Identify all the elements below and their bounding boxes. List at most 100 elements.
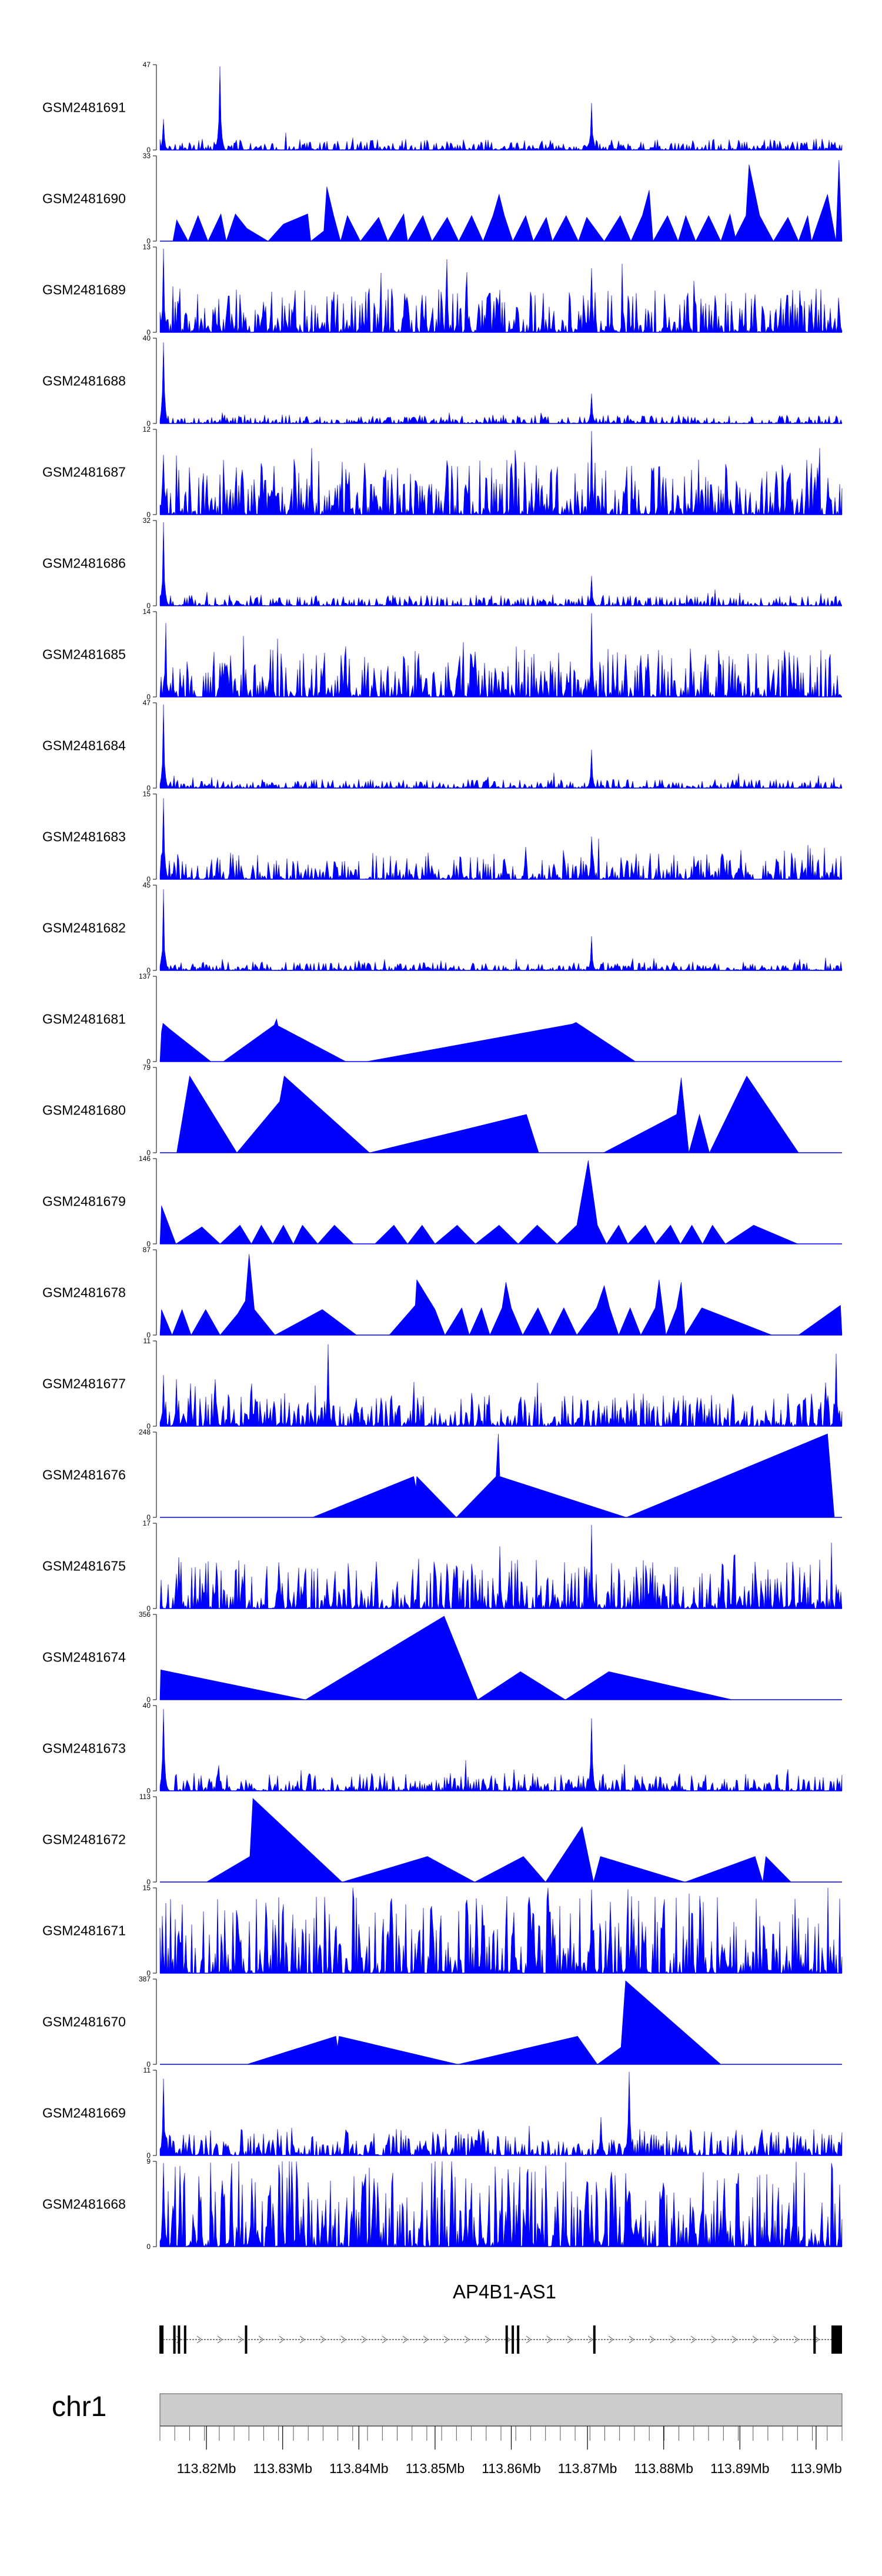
track-GSM2481686: GSM2481686 32 0 xyxy=(42,516,843,610)
sample-label: GSM2481676 xyxy=(42,1467,126,1483)
genome-axis: chr1 113.82Mb 113.83Mb 113.84Mb 113.85Mb 113… xyxy=(52,2391,843,2476)
sample-label: GSM2481680 xyxy=(42,1103,126,1118)
strand-arrow xyxy=(587,2335,593,2344)
y-axis-min-label: 0 xyxy=(146,1696,151,1704)
y-axis-max-label: 146 xyxy=(139,1154,151,1163)
y-axis-min-label: 0 xyxy=(146,875,151,883)
sample-label: GSM2481686 xyxy=(42,556,126,571)
gene-name-label: AP4B1-AS1 xyxy=(453,2281,556,2303)
exon xyxy=(245,2325,248,2354)
signal-area xyxy=(159,248,843,333)
exon xyxy=(178,2325,181,2354)
sample-label: GSM2481681 xyxy=(42,1012,126,1027)
y-axis-min-label: 0 xyxy=(146,1240,151,1248)
strand-arrow xyxy=(649,2335,655,2344)
signal-area xyxy=(159,1887,843,1974)
strand-arrow xyxy=(402,2335,408,2344)
strand-arrow xyxy=(299,2335,305,2344)
y-axis-min-label: 0 xyxy=(146,1604,151,1613)
track-GSM2481679: GSM2481679 146 0 xyxy=(42,1154,842,1248)
track-GSM2481670: GSM2481670 387 0 xyxy=(42,1975,842,2068)
y-axis-min-label: 0 xyxy=(146,1422,151,1430)
y-axis-max-label: 32 xyxy=(143,516,151,525)
track-GSM2481676: GSM2481676 248 0 xyxy=(42,1428,842,1521)
strand-arrow xyxy=(423,2335,429,2344)
y-axis-max-label: 15 xyxy=(143,1884,151,1892)
strand-arrow xyxy=(485,2335,490,2344)
sample-label: GSM2481687 xyxy=(42,465,126,480)
y-axis-max-label: 15 xyxy=(143,790,151,798)
signal-area xyxy=(160,1075,842,1153)
strand-arrow xyxy=(567,2335,573,2344)
y-axis-max-label: 11 xyxy=(143,2066,151,2074)
strand-arrow xyxy=(279,2335,285,2344)
sample-label: GSM2481685 xyxy=(42,647,126,662)
signal-area xyxy=(160,1798,842,1883)
sample-label: GSM2481688 xyxy=(42,373,126,389)
tick-label: 113.9Mb xyxy=(790,2461,842,2476)
tick-label: 113.89Mb xyxy=(710,2461,770,2476)
y-axis-max-label: 12 xyxy=(143,425,151,433)
sample-label: GSM2481669 xyxy=(42,2105,126,2121)
exon xyxy=(159,2325,164,2354)
strand-arrow xyxy=(238,2335,243,2344)
track-GSM2481688: GSM2481688 40 0 xyxy=(42,334,843,428)
strand-arrow xyxy=(217,2335,223,2344)
y-axis-min-label: 0 xyxy=(146,2060,151,2068)
sample-label: GSM2481690 xyxy=(42,191,126,206)
tick-label: 113.88Mb xyxy=(634,2461,693,2476)
strand-arrow xyxy=(361,2335,367,2344)
sample-label: GSM2481677 xyxy=(42,1376,126,1392)
y-axis-max-label: 47 xyxy=(143,699,151,707)
track-GSM2481671: GSM2481671 15 0 xyxy=(42,1884,843,1977)
y-axis-min-label: 0 xyxy=(146,237,151,245)
sample-label: GSM2481668 xyxy=(42,2197,126,2212)
chromosome-ideogram xyxy=(159,2393,843,2427)
exon xyxy=(593,2325,596,2354)
strand-arrow xyxy=(752,2335,758,2344)
y-axis-min-label: 0 xyxy=(146,693,151,701)
track-GSM2481677: GSM2481677 11 0 xyxy=(42,1337,843,1430)
sample-label: GSM2481682 xyxy=(42,920,126,936)
sample-label: GSM2481689 xyxy=(42,282,126,298)
signal-area xyxy=(159,2161,843,2247)
strand-arrow xyxy=(608,2335,614,2344)
sample-label: GSM2481671 xyxy=(42,1923,126,1938)
y-axis-max-label: 17 xyxy=(143,1519,151,1527)
strand-arrow xyxy=(340,2335,346,2344)
y-axis-max-label: 87 xyxy=(143,1246,151,1254)
sample-label: GSM2481675 xyxy=(42,1559,126,1574)
strand-arrow xyxy=(320,2335,326,2344)
strand-arrow xyxy=(546,2335,552,2344)
track-GSM2481682: GSM2481682 45 0 xyxy=(42,881,843,975)
y-axis-max-label: 79 xyxy=(143,1063,151,1072)
chromosome-label: chr1 xyxy=(52,2391,106,2422)
y-axis-min-label: 0 xyxy=(146,1057,151,1066)
axis-ticks: 113.82Mb 113.83Mb 113.84Mb 113.85Mb 113.86Mb… xyxy=(159,2425,843,2476)
signal-area xyxy=(159,66,843,151)
signal-area xyxy=(159,1254,843,1336)
tick-label: 113.82Mb xyxy=(177,2461,236,2476)
y-axis-min-label: 0 xyxy=(146,2243,151,2251)
strand-arrow xyxy=(731,2335,737,2344)
signal-area xyxy=(159,1616,842,1700)
exon xyxy=(512,2325,514,2354)
signal-area xyxy=(159,1160,842,1244)
strand-arrow xyxy=(196,2335,202,2344)
exon xyxy=(183,2325,186,2354)
signal-area xyxy=(159,1709,843,1791)
track-GSM2481689: GSM2481689 13 0 xyxy=(42,243,843,336)
strand-arrow xyxy=(814,2335,820,2344)
y-axis-min-label: 0 xyxy=(146,146,151,154)
y-axis-min-label: 0 xyxy=(146,966,151,975)
sample-label: GSM2481683 xyxy=(42,829,126,845)
track-GSM2481681: GSM2481681 137 0 xyxy=(42,972,842,1066)
strand-arrow xyxy=(382,2335,387,2344)
signal-tracks: GSM2481691470GSM2481690330GSM2481689130G… xyxy=(42,61,843,2251)
exon xyxy=(517,2325,520,2354)
y-axis-max-label: 40 xyxy=(143,1701,151,1710)
strand-arrow xyxy=(670,2335,676,2344)
signal-area xyxy=(160,160,843,242)
exon xyxy=(173,2325,176,2354)
exon xyxy=(813,2325,816,2354)
